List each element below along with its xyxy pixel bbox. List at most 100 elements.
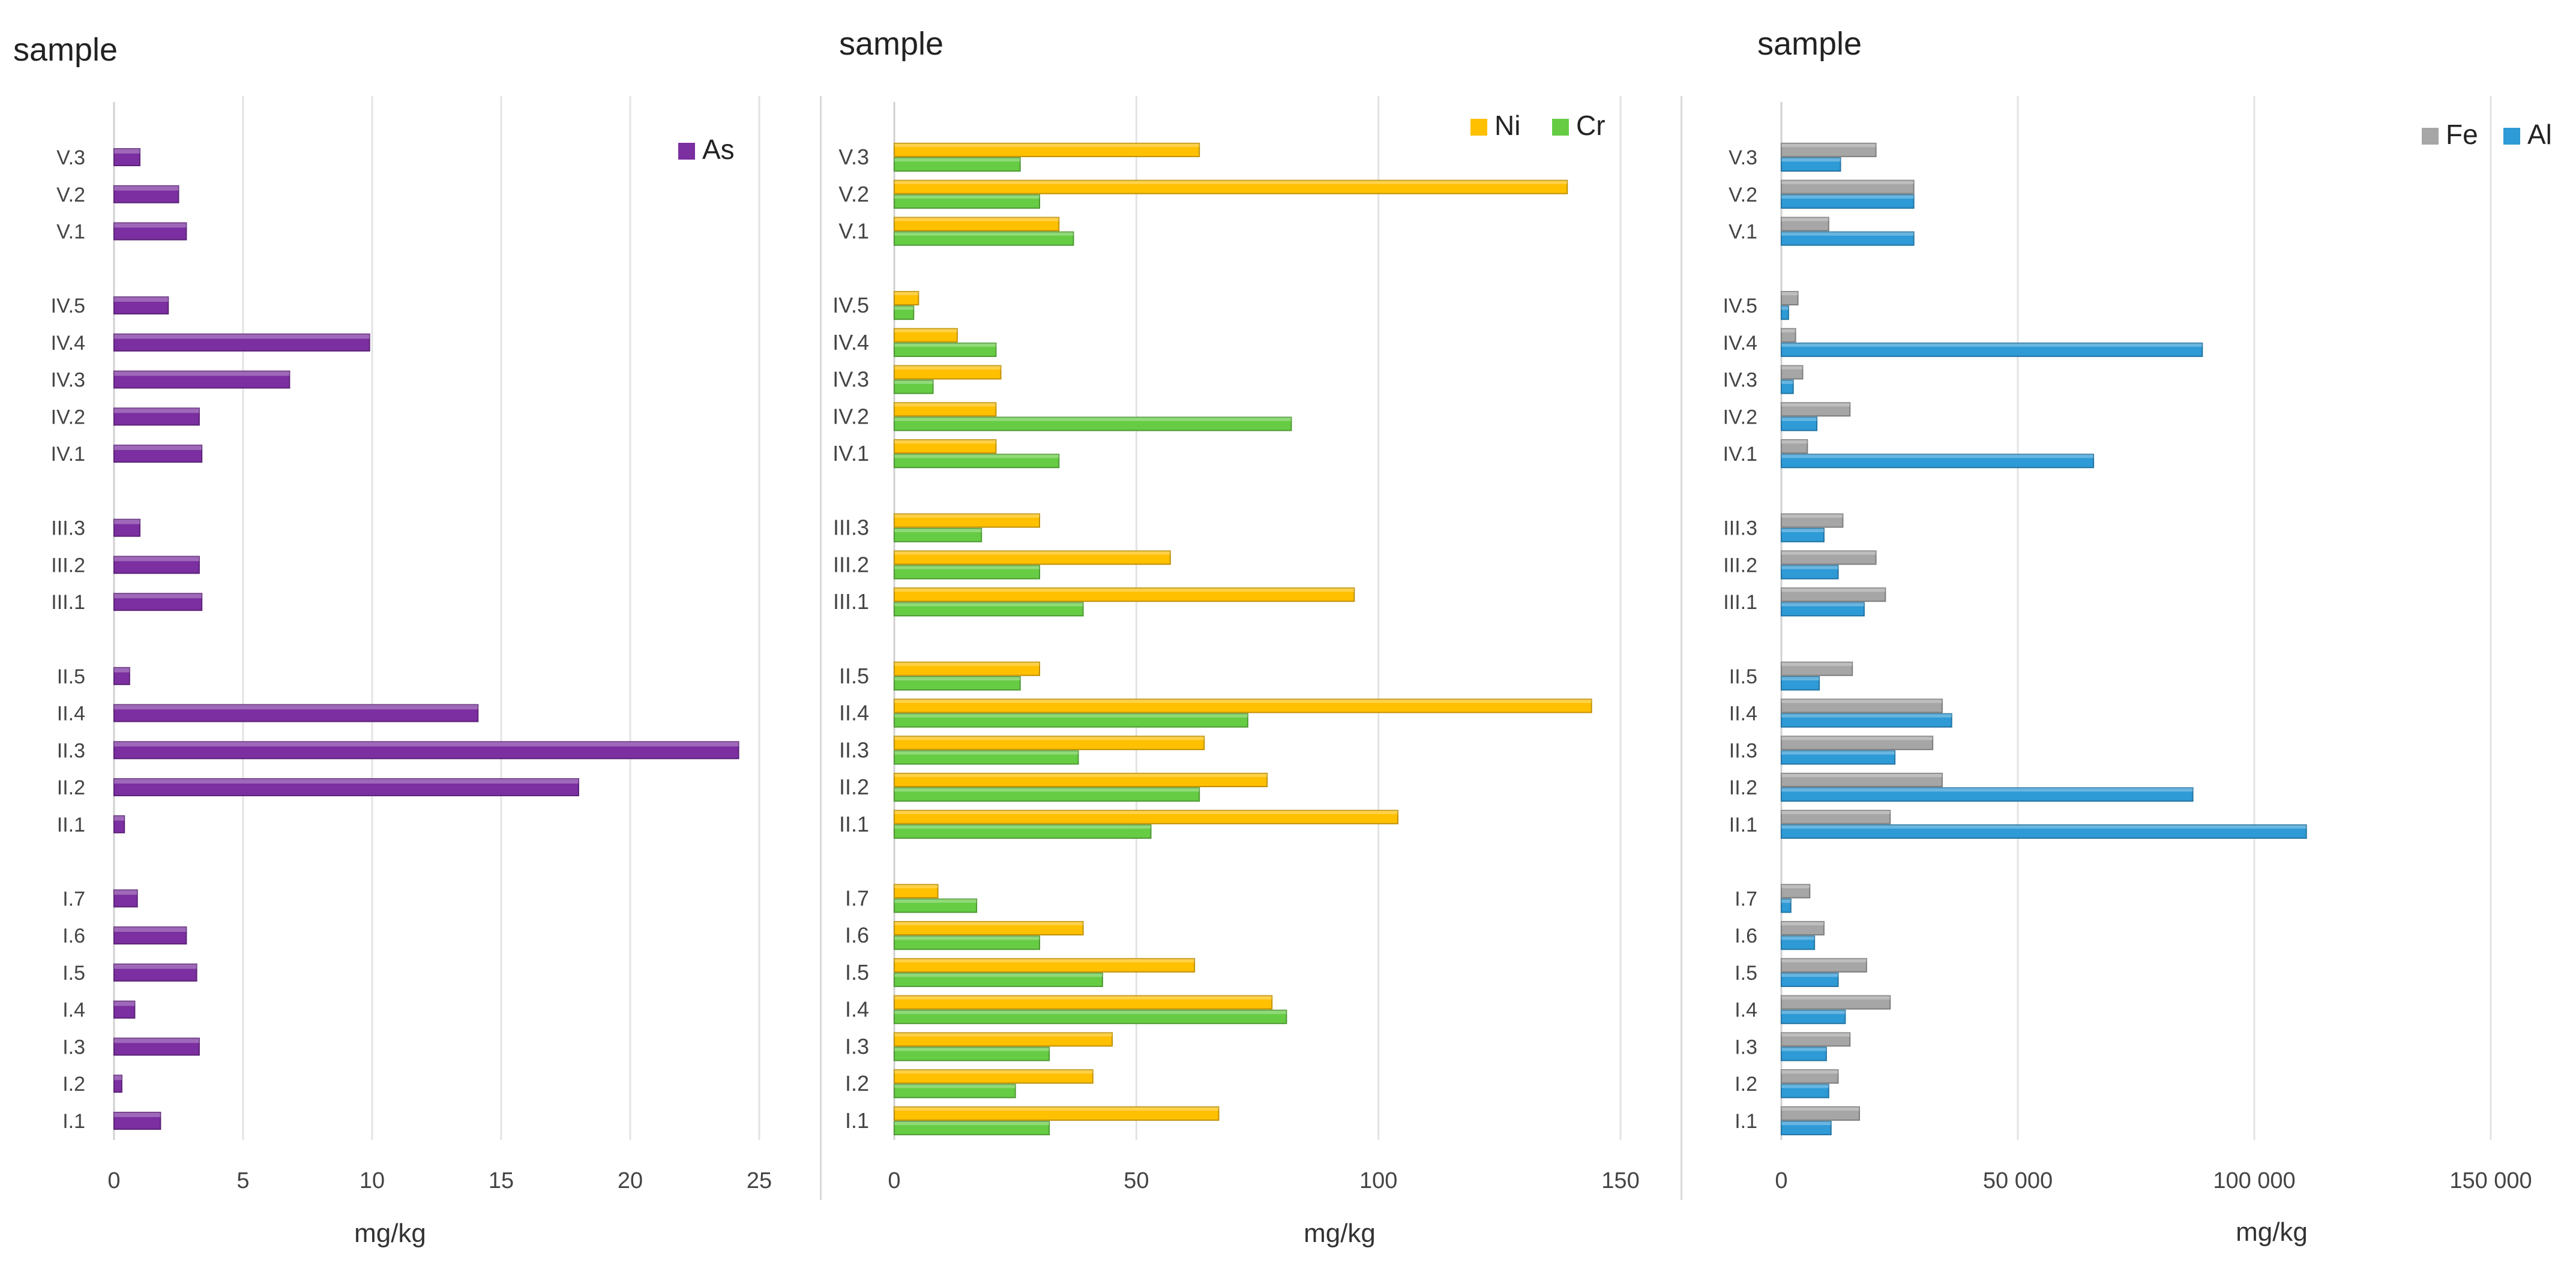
bar-ni bbox=[894, 809, 1398, 824]
category-label: II.4 bbox=[839, 701, 869, 725]
category-label: I.5 bbox=[1735, 962, 1757, 985]
category-label: II.1 bbox=[1729, 814, 1757, 836]
x-tick-label: 5 bbox=[236, 1168, 249, 1193]
bar-ni bbox=[894, 217, 1060, 232]
bar-highlight bbox=[1781, 565, 1838, 569]
bar-highlight bbox=[1781, 403, 1850, 407]
bar-highlight bbox=[1781, 1047, 1826, 1051]
category-label: IV.4 bbox=[832, 330, 869, 355]
bar-highlight bbox=[114, 223, 187, 228]
bar-al bbox=[1781, 713, 1952, 728]
bar-highlight bbox=[1781, 143, 1876, 148]
bar-cr bbox=[894, 898, 978, 913]
category-label: IV.4 bbox=[1723, 332, 1757, 355]
category-label: I.5 bbox=[845, 960, 869, 985]
x-tick-label: 0 bbox=[888, 1168, 900, 1193]
category-label: V.3 bbox=[1729, 146, 1757, 169]
x-tick-label: 150 000 bbox=[2449, 1168, 2532, 1193]
bar-highlight bbox=[894, 158, 1020, 162]
category-label: II.5 bbox=[1729, 665, 1757, 688]
category-label: IV.3 bbox=[832, 367, 869, 392]
legend-swatch-cr bbox=[1552, 119, 1569, 136]
bar-as bbox=[113, 445, 203, 463]
bar-fe bbox=[1781, 884, 1811, 899]
bar-ni bbox=[894, 587, 1355, 602]
category-label: II.3 bbox=[1729, 739, 1757, 762]
bar-highlight bbox=[114, 704, 478, 710]
bar-fe bbox=[1781, 402, 1851, 417]
bar-highlight bbox=[1781, 973, 1838, 977]
bar-highlight bbox=[1781, 699, 1942, 703]
bar-highlight bbox=[1781, 899, 1791, 903]
bar-highlight bbox=[894, 328, 957, 332]
bar-highlight bbox=[894, 217, 1059, 221]
category-label: I.1 bbox=[1735, 1110, 1757, 1133]
bar-cr bbox=[894, 1084, 1016, 1099]
bar-as bbox=[113, 667, 130, 685]
bar-cr bbox=[894, 1046, 1050, 1061]
bar-highlight bbox=[1781, 662, 1853, 666]
bar-fe bbox=[1781, 587, 1886, 602]
bar-highlight bbox=[1781, 788, 2193, 792]
bar-fe bbox=[1781, 179, 1915, 194]
bar-as bbox=[113, 222, 187, 241]
legend-label-as: As bbox=[702, 134, 735, 165]
bar-as bbox=[113, 556, 200, 574]
bar-highlight bbox=[894, 588, 1355, 592]
bar-as bbox=[113, 518, 140, 537]
bar-ni bbox=[894, 1069, 1094, 1084]
bar-highlight bbox=[894, 736, 1205, 740]
category-label: I.6 bbox=[1735, 925, 1757, 947]
category-label: II.2 bbox=[57, 776, 85, 799]
bar-highlight bbox=[1781, 1084, 1829, 1088]
bar-highlight bbox=[894, 773, 1268, 778]
bar-al bbox=[1781, 676, 1820, 691]
bar-cr bbox=[894, 454, 1060, 469]
category-label: I.6 bbox=[62, 925, 85, 947]
bar-cr bbox=[894, 750, 1079, 765]
bar-highlight bbox=[1781, 514, 1843, 518]
category-label: IV.4 bbox=[51, 332, 85, 355]
bar-highlight bbox=[894, 676, 1020, 681]
bar-highlight bbox=[894, 1033, 1112, 1037]
bar-highlight bbox=[1781, 1010, 1846, 1014]
x-axis-title: mg/kg bbox=[1304, 1219, 1376, 1248]
bar-ni bbox=[894, 142, 1200, 157]
category-label: IV.1 bbox=[832, 441, 869, 466]
bar-al bbox=[1781, 416, 1818, 431]
category-label: III.1 bbox=[1723, 591, 1757, 614]
bar-as bbox=[113, 370, 290, 389]
bar-highlight bbox=[1781, 773, 1942, 778]
category-label: III.3 bbox=[51, 517, 85, 540]
bar-cr bbox=[894, 1009, 1287, 1024]
bar-as bbox=[113, 1112, 161, 1130]
bar-highlight bbox=[1781, 158, 1841, 162]
bar-highlight bbox=[894, 973, 1103, 977]
bar-as bbox=[113, 593, 203, 611]
bar-cr bbox=[894, 676, 1021, 691]
bar-highlight bbox=[894, 514, 1040, 518]
bar-as bbox=[113, 741, 739, 760]
bar-al bbox=[1781, 527, 1825, 542]
category-label: III.1 bbox=[833, 589, 869, 614]
category-label: I.7 bbox=[1735, 887, 1757, 910]
panel-3-title: sample bbox=[1757, 26, 1862, 62]
bar-highlight bbox=[114, 779, 579, 784]
category-label: I.7 bbox=[845, 886, 869, 910]
bar-highlight bbox=[1781, 588, 1886, 592]
category-label: I.2 bbox=[845, 1071, 869, 1096]
bar-al bbox=[1781, 454, 2095, 469]
bar-al bbox=[1781, 973, 1839, 988]
bar-cr bbox=[894, 935, 1040, 950]
category-label: II.2 bbox=[839, 775, 869, 799]
bar-as bbox=[113, 778, 579, 797]
category-label: V.1 bbox=[838, 219, 869, 244]
bar-as bbox=[113, 333, 370, 352]
bar-highlight bbox=[894, 810, 1398, 814]
bar-as bbox=[113, 407, 200, 426]
category-label: IV.2 bbox=[51, 406, 85, 428]
bar-highlight bbox=[114, 1075, 122, 1081]
bar-highlight bbox=[114, 593, 202, 599]
bar-fe bbox=[1781, 772, 1943, 787]
legend-swatch-fe bbox=[2422, 128, 2439, 145]
